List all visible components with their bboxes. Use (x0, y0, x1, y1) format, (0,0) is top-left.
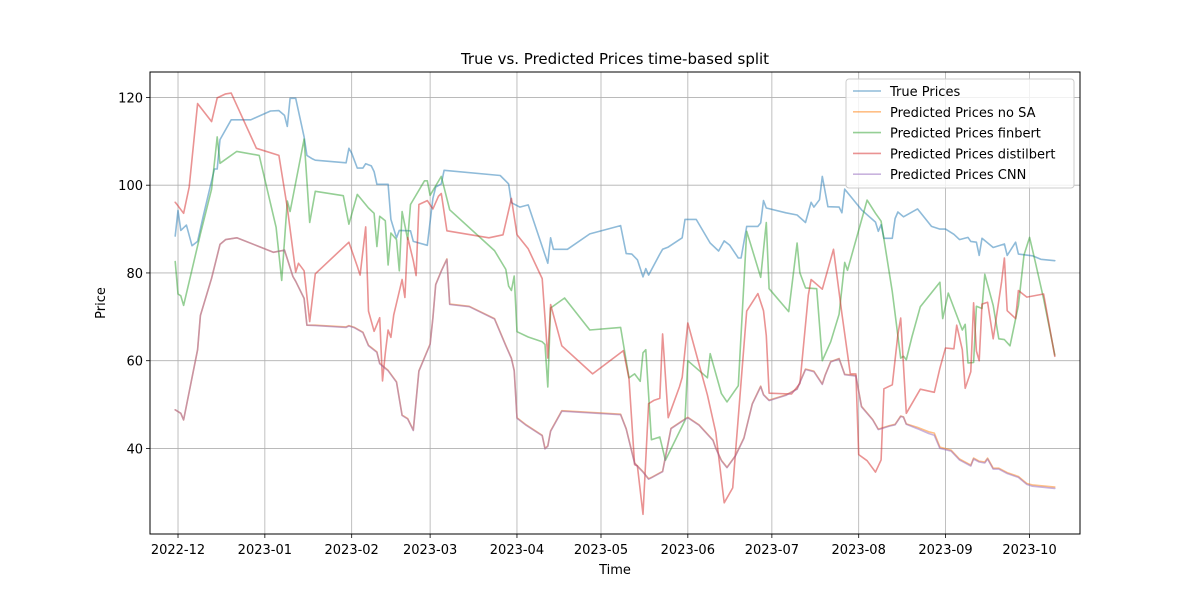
y-tick-label: 40 (126, 442, 143, 457)
legend-label: Predicted Prices no SA (890, 106, 1036, 121)
y-tick-label: 80 (126, 267, 143, 282)
legend-box (845, 78, 1075, 189)
y-tick-label: 100 (118, 179, 143, 194)
x-tick-label: 2022-12 (151, 543, 205, 558)
x-tick-label: 2023-09 (918, 543, 972, 558)
series-line-4 (174, 237, 1056, 490)
x-tick-label: 2023-08 (832, 543, 886, 558)
x-axis-label: Time (598, 563, 631, 578)
x-tick-label: 2023-02 (325, 543, 379, 558)
plot-frame (149, 71, 1081, 535)
legend-label: Predicted Prices finbert (890, 127, 1041, 142)
x-tick-label: 2023-07 (745, 543, 799, 558)
x-tick-label: 2023-04 (490, 543, 544, 558)
series-line-2 (174, 136, 1056, 462)
x-tick-label: 2023-01 (238, 543, 292, 558)
x-tick-label: 2023-10 (1002, 543, 1056, 558)
y-tick-label: 120 (118, 91, 143, 106)
series-line-1 (174, 237, 1056, 488)
series-line-0 (174, 97, 1056, 278)
y-axis-label: Price (94, 287, 109, 319)
series-lines (174, 92, 1056, 516)
y-tick-label: 60 (126, 355, 143, 370)
legend-label: True Prices (889, 85, 960, 100)
chart-title: True vs. Predicted Prices time-based spl… (460, 50, 769, 68)
y-axis-ticks: 40 60 80 100 120 (118, 91, 150, 457)
x-tick-label: 2023-06 (661, 543, 715, 558)
x-tick-label: 2023-05 (574, 543, 628, 558)
legend: True Prices Predicted Prices no SA Predict… (845, 78, 1075, 189)
legend-label: Predicted Prices distilbert (890, 147, 1055, 162)
x-tick-label: 2023-03 (403, 543, 457, 558)
series-line-3 (174, 92, 1056, 516)
legend-label: Predicted Prices CNN (890, 168, 1026, 183)
x-axis-ticks: 2022-12 2023-01 2023-02 2023-03 2023-04 2023-… (151, 534, 1057, 558)
